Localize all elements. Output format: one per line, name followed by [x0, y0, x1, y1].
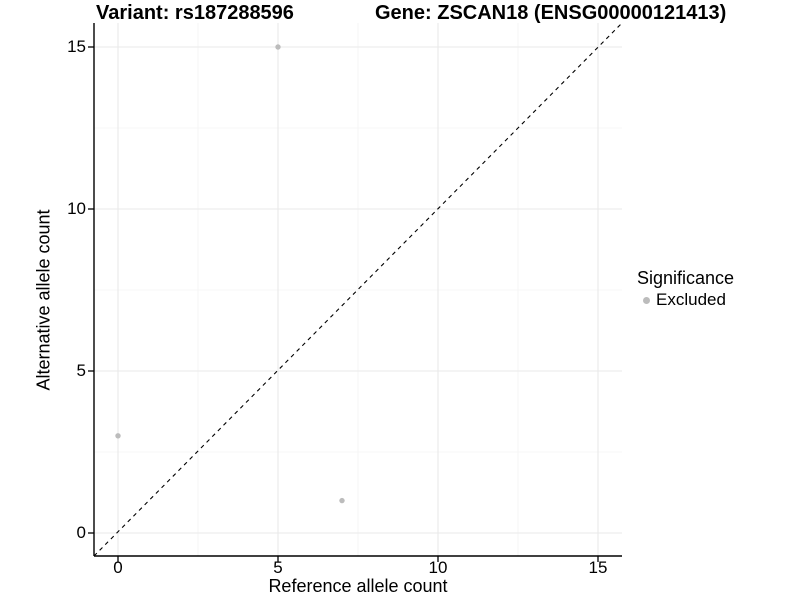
data-point	[275, 44, 281, 50]
legend-title: Significance	[637, 268, 735, 288]
x-axis-title: Reference allele count	[268, 576, 448, 596]
variant-title: Variant: rs187288596	[96, 2, 294, 24]
x-tick-label: 10	[428, 558, 448, 577]
legend-items: Excluded	[637, 290, 734, 310]
y-tick-label: 10	[67, 199, 86, 218]
gene-title: Gene: ZSCAN18 (ENSG00000121413)	[375, 2, 727, 24]
identity-reference-line	[93, 22, 623, 557]
legend-key-dot	[643, 296, 650, 304]
x-tick-label: 5	[273, 558, 283, 577]
y-axis-title: Alternative allele count	[33, 209, 54, 391]
data-point	[339, 497, 345, 504]
legend-item-label: Excluded	[656, 290, 726, 309]
x-tick-label: 0	[113, 558, 123, 577]
y-tick-label: 0	[76, 523, 86, 542]
legend-item-excluded: Excluded	[637, 290, 734, 310]
y-tick-label: 15	[67, 37, 86, 56]
data-point	[115, 433, 121, 439]
legend: Significance Excluded	[637, 267, 734, 310]
y-tick-label: 5	[76, 361, 86, 380]
x-tick-label: 15	[588, 558, 608, 577]
